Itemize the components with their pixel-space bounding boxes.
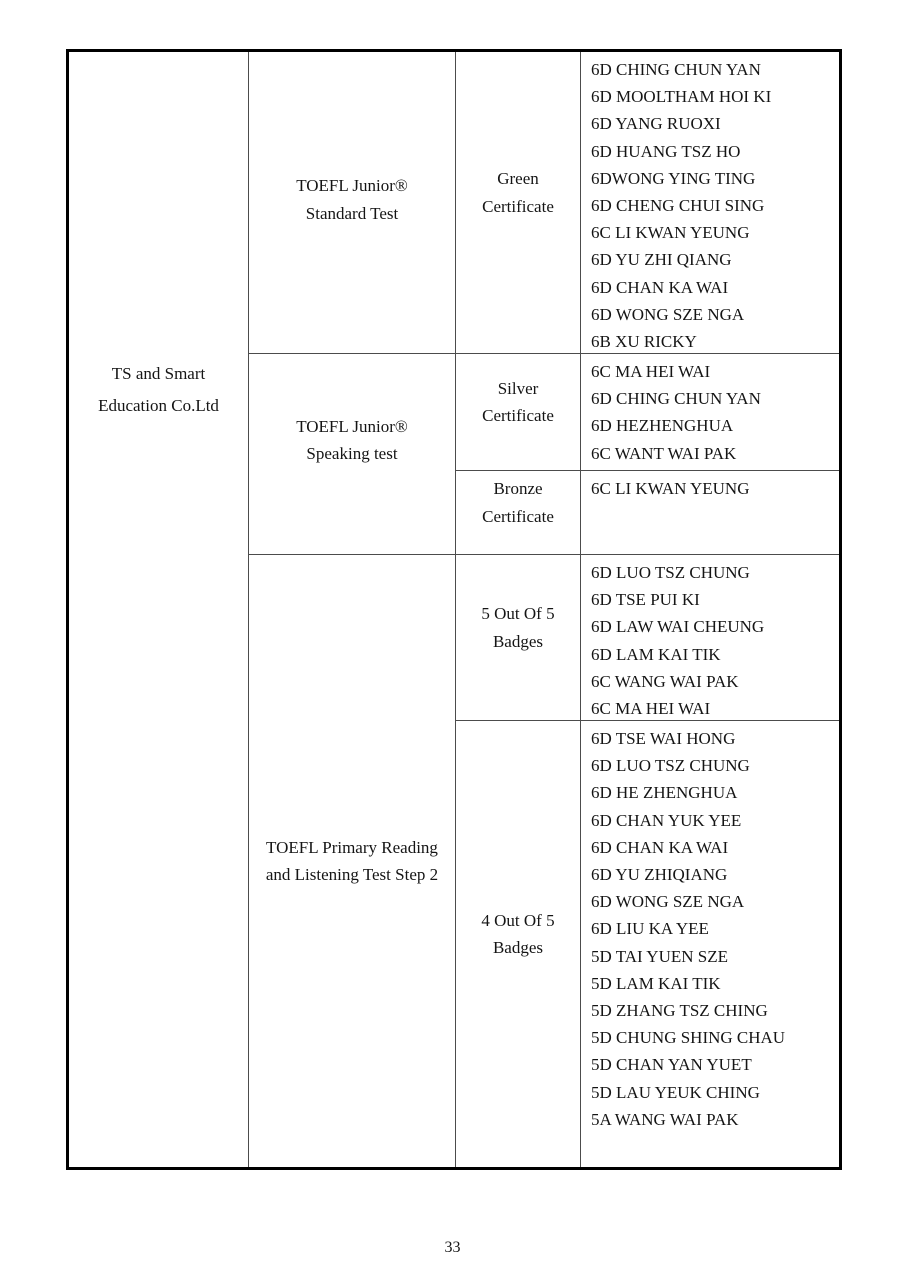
award-level-cell-4-of-5-badges: 4 Out Of 5 Badges [456, 721, 581, 1167]
test-name-cell-primary-reading: TOEFL Primary Reading and Listening Test… [249, 555, 456, 1167]
awardee-names-cell-4-of-5-badges: 6D TSE WAI HONG 6D LUO TSZ CHUNG 6D HE Z… [591, 729, 786, 1129]
award-level-cell-silver-certificate: Silver Certificate [456, 354, 581, 471]
award-level-cell-bronze-certificate: Bronze Certificate [456, 471, 581, 555]
awardee-names-cell-5-of-5-badges: 6D LUO TSZ CHUNG 6D TSE PUI KI 6D LAW WA… [581, 555, 839, 721]
awardee-names-cell-bronze-certificate: 6C LI KWAN YEUNG [581, 471, 839, 555]
awards-table: TS and Smart Education Co.Ltd TOEFL Juni… [66, 49, 842, 1170]
awardee-names-cell-green-certificate: 6D CHING CHUN YAN 6D MOOLTHAM HOI KI 6D … [581, 52, 839, 354]
awardee-names-cell-silver-certificate: 6C MA HEI WAI 6D CHING CHUN YAN 6D HEZHE… [581, 354, 839, 471]
test-name-cell-standard-test: TOEFL Junior® Standard Test [249, 52, 456, 354]
organization-cell: TS and Smart Education Co.Ltd [69, 52, 249, 1167]
test-name-cell-speaking-test: TOEFL Junior® Speaking test [249, 354, 456, 555]
award-level-cell-green-certificate: Green Certificate [456, 52, 581, 354]
page-number: 33 [444, 1239, 461, 1256]
award-level-cell-5-of-5-badges: 5 Out Of 5 Badges [456, 555, 581, 721]
